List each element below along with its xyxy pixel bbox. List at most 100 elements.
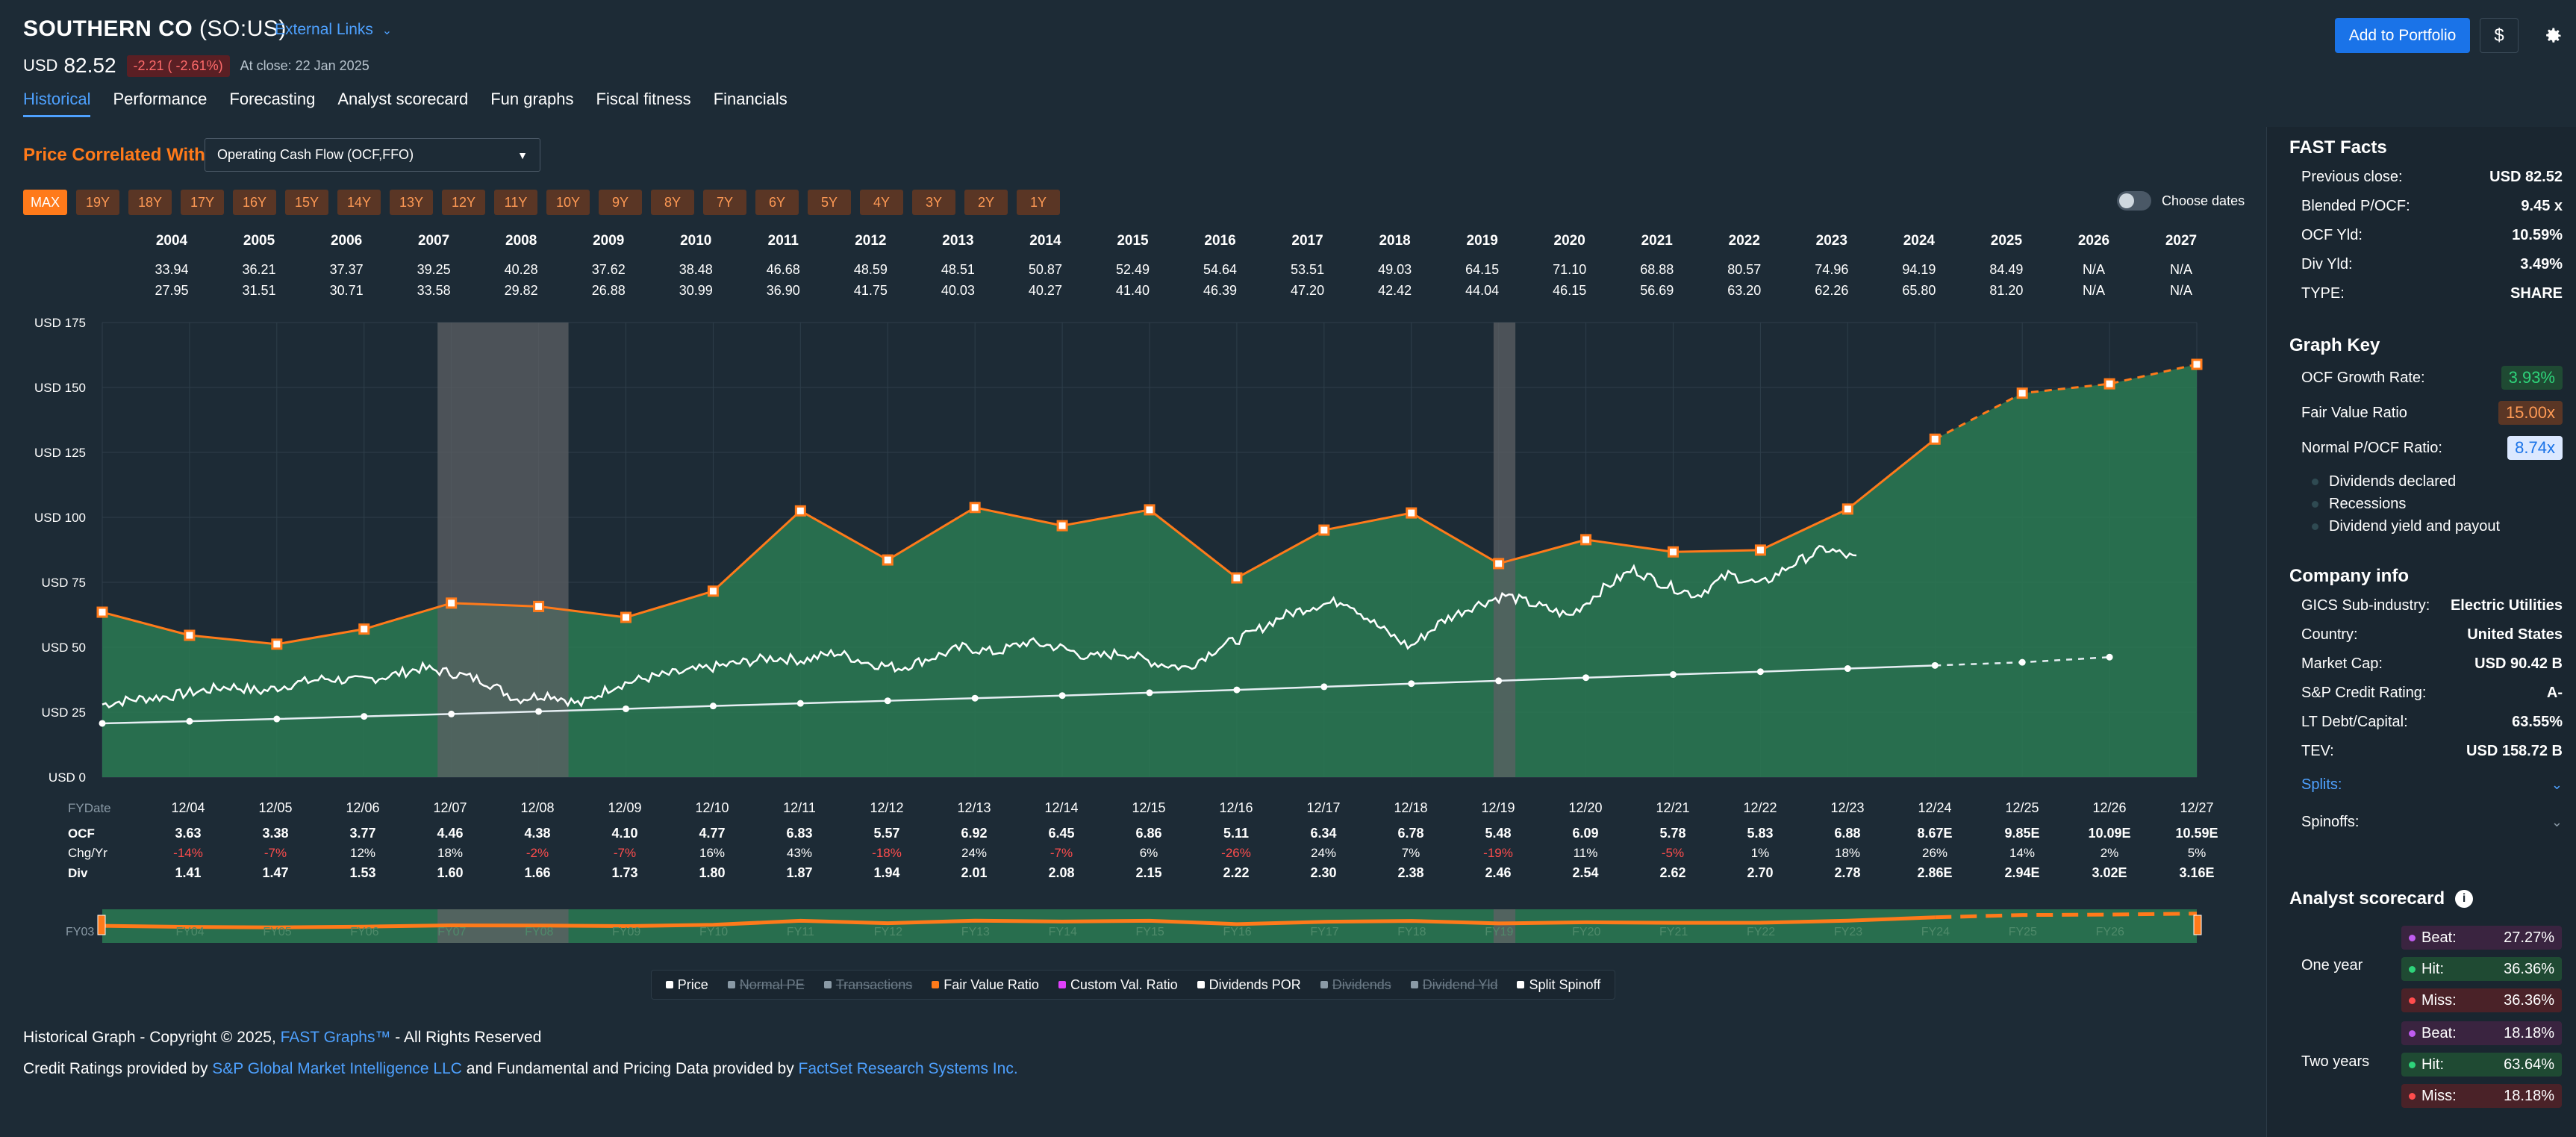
dividend-point[interactable] — [1670, 671, 1677, 679]
dividend-point[interactable] — [186, 717, 193, 725]
settings-button[interactable] — [2533, 18, 2572, 53]
range-button-15y[interactable]: 15Y — [285, 190, 329, 215]
range-button-5y[interactable]: 5Y — [808, 190, 852, 215]
range-button-10y[interactable]: 10Y — [546, 190, 590, 215]
dividend-point[interactable] — [448, 710, 455, 717]
tab-fun-graphs[interactable]: Fun graphs — [490, 90, 574, 108]
sp-global-link[interactable]: S&P Global Market Intelligence LLC — [212, 1060, 462, 1077]
range-button-9y[interactable]: 9Y — [599, 190, 643, 215]
legend-item-dividends[interactable]: Dividends — [1320, 977, 1391, 993]
tab-analyst-scorecard[interactable]: Analyst scorecard — [337, 90, 469, 108]
fair-value-marker[interactable] — [533, 600, 545, 612]
dividend-point[interactable] — [1320, 683, 1328, 691]
legend-item-split-spinoff[interactable]: Split Spinoff — [1517, 977, 1600, 993]
fair-value-marker[interactable] — [1754, 544, 1766, 556]
range-button-8y[interactable]: 8Y — [651, 190, 695, 215]
dividend-point[interactable] — [535, 708, 543, 715]
key-dividend-yield[interactable]: Dividend yield and payout — [2312, 518, 2500, 535]
key-recessions[interactable]: Recessions — [2312, 496, 2406, 513]
fair-value-marker[interactable] — [794, 505, 806, 517]
range-button-2y[interactable]: 2Y — [964, 190, 1008, 215]
range-button-6y[interactable]: 6Y — [755, 190, 799, 215]
dividend-point[interactable] — [1146, 689, 1153, 697]
range-button-12y[interactable]: 12Y — [442, 190, 486, 215]
fair-value-marker[interactable] — [358, 623, 370, 635]
choose-dates-toggle[interactable]: Choose dates — [2117, 191, 2245, 211]
dividend-point[interactable] — [623, 705, 629, 712]
dividend-point[interactable] — [2018, 658, 2026, 666]
fair-value-value[interactable]: 15.00x — [2498, 401, 2563, 425]
range-button-17y[interactable]: 17Y — [181, 190, 225, 215]
range-button-11y[interactable]: 11Y — [494, 190, 538, 215]
range-button-19y[interactable]: 19Y — [76, 190, 120, 215]
range-button-16y[interactable]: 16Y — [233, 190, 277, 215]
legend-item-dividends-por[interactable]: Dividends POR — [1197, 977, 1301, 993]
fair-value-marker[interactable] — [2016, 387, 2028, 399]
fair-value-marker[interactable] — [969, 502, 981, 514]
dividend-point[interactable] — [1495, 677, 1503, 685]
range-button-13y[interactable]: 13Y — [390, 190, 434, 215]
range-button-7y[interactable]: 7Y — [703, 190, 747, 215]
legend-item-price[interactable]: Price — [665, 977, 708, 993]
navigator-handle-right[interactable] — [2193, 915, 2202, 935]
key-dividends-declared[interactable]: Dividends declared — [2312, 473, 2456, 490]
dividend-point[interactable] — [1931, 661, 1939, 669]
dividend-point[interactable] — [884, 697, 891, 705]
normal-ratio-value[interactable]: 8.74x — [2507, 436, 2563, 460]
metric-select[interactable]: Operating Cash Flow (OCF,FFO) ▼ — [205, 138, 540, 172]
tab-forecasting[interactable]: Forecasting — [229, 90, 316, 108]
dividend-point[interactable] — [1408, 680, 1415, 688]
dividend-point[interactable] — [796, 700, 804, 707]
currency-button[interactable]: $ — [2480, 18, 2519, 53]
fair-value-marker[interactable] — [2103, 378, 2115, 390]
fair-value-marker[interactable] — [2191, 358, 2203, 370]
fair-value-marker[interactable] — [882, 554, 894, 566]
historical-chart[interactable]: 2004 33.94 27.95 2005 36.21 31.51 2006 37.37 30.… — [0, 224, 2254, 956]
range-button-1y[interactable]: 1Y — [1017, 190, 1061, 215]
splits-row[interactable]: Splits: ⌄ — [2301, 776, 2563, 794]
fair-value-marker[interactable] — [1841, 503, 1853, 515]
dividend-point[interactable] — [361, 713, 368, 720]
tab-historical[interactable]: Historical — [23, 90, 91, 117]
fair-value-marker[interactable] — [620, 611, 631, 623]
tab-financials[interactable]: Financials — [713, 90, 788, 108]
dividend-point[interactable] — [709, 703, 717, 710]
fair-value-marker[interactable] — [1406, 507, 1418, 519]
fair-value-marker[interactable] — [1144, 504, 1156, 516]
fair-value-marker[interactable] — [1318, 524, 1330, 536]
range-button-18y[interactable]: 18Y — [128, 190, 172, 215]
navigator-handle-left[interactable] — [97, 915, 106, 935]
fastgraphs-link[interactable]: FAST Graphs™ — [280, 1029, 391, 1046]
factset-link[interactable]: FactSet Research Systems Inc. — [798, 1060, 1018, 1077]
range-button-4y[interactable]: 4Y — [860, 190, 904, 215]
dividend-point[interactable] — [273, 715, 281, 723]
splits-label[interactable]: Splits: — [2301, 776, 2342, 793]
add-to-portfolio-button[interactable]: Add to Portfolio — [2335, 18, 2470, 53]
dividend-point[interactable] — [971, 694, 979, 702]
fair-value-marker[interactable] — [446, 597, 458, 609]
dividend-point[interactable] — [1756, 668, 1764, 676]
spinoffs-row[interactable]: Spinoffs: ⌄ — [2301, 814, 2563, 831]
dividend-point[interactable] — [1582, 674, 1590, 682]
range-button-14y[interactable]: 14Y — [337, 190, 381, 215]
fair-value-marker[interactable] — [1580, 534, 1592, 546]
legend-item-normal-pe[interactable]: Normal PE — [727, 977, 805, 993]
fair-value-marker[interactable] — [271, 638, 283, 650]
dividend-point[interactable] — [2106, 653, 2113, 661]
legend-item-fair-value-ratio[interactable]: Fair Value Ratio — [932, 977, 1039, 993]
fair-value-marker[interactable] — [1929, 433, 1941, 445]
fair-value-marker[interactable] — [184, 629, 196, 641]
range-button-3y[interactable]: 3Y — [912, 190, 956, 215]
external-links-dropdown[interactable]: External Links ⌄ — [275, 21, 392, 39]
legend-item-dividend-yld[interactable]: Dividend Yld — [1410, 977, 1497, 993]
dividend-point[interactable] — [99, 720, 106, 727]
dividend-point[interactable] — [1844, 665, 1851, 673]
spinoffs-label[interactable]: Spinoffs: — [2301, 814, 2360, 830]
toggle-switch[interactable] — [2117, 191, 2151, 211]
fair-value-marker[interactable] — [707, 585, 719, 597]
legend-item-custom-val-ratio[interactable]: Custom Val. Ratio — [1058, 977, 1178, 993]
fair-value-marker[interactable] — [1668, 546, 1679, 558]
range-button-max[interactable]: MAX — [23, 190, 68, 215]
tab-performance[interactable]: Performance — [113, 90, 208, 108]
fair-value-marker[interactable] — [1493, 558, 1505, 570]
